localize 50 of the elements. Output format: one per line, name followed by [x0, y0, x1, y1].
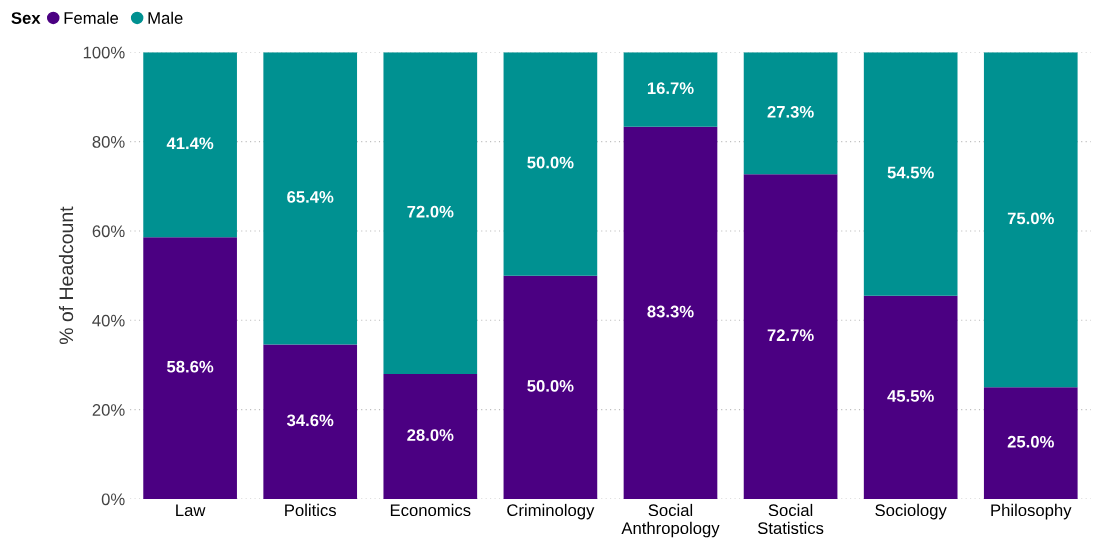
y-tick-label: 100% — [83, 46, 125, 59]
x-tick-label: Sociology — [875, 503, 947, 520]
x-tick-label: Social Statistics — [758, 503, 824, 535]
data-label: 16.7% — [647, 82, 694, 95]
x-tick-label: Law — [176, 504, 206, 517]
x-tick-label: Criminology — [507, 503, 595, 520]
bar — [143, 52, 237, 238]
bar — [743, 52, 838, 175]
bar — [743, 174, 838, 500]
y-tick-label: 40% — [92, 314, 125, 327]
bar — [863, 52, 958, 296]
legend-label: Male — [148, 11, 183, 24]
data-label: 28.0% — [407, 429, 454, 441]
bar — [503, 275, 598, 500]
x-tick-label: Economics — [390, 503, 471, 517]
bar — [983, 387, 1078, 500]
data-label: 72.0% — [407, 205, 454, 218]
y-tick-label: 80% — [92, 136, 125, 148]
data-label: 65.4% — [287, 191, 334, 203]
data-label: 83.3% — [647, 305, 694, 318]
y-tick-label: 20% — [92, 404, 125, 416]
data-label: 50.0% — [527, 156, 574, 169]
bar — [503, 52, 598, 276]
legend-title: Sex — [11, 12, 41, 24]
legend-label: Female — [64, 11, 119, 24]
bar — [623, 52, 718, 127]
bar — [263, 52, 358, 345]
data-label: 34.6% — [286, 414, 334, 427]
y-axis-title: % of Headcount — [58, 206, 74, 345]
x-tick-label: Politics — [285, 503, 336, 517]
data-label: 45.5% — [887, 390, 934, 402]
data-label: 50.0% — [527, 380, 574, 392]
bar — [143, 237, 237, 500]
bar — [383, 373, 478, 500]
data-label: 27.3% — [767, 105, 814, 118]
bar — [383, 52, 478, 374]
bar — [863, 295, 958, 500]
y-tick-label: 60% — [92, 225, 125, 238]
bar — [623, 126, 718, 500]
data-label: 58.6% — [167, 360, 214, 373]
data-label: 25.0% — [1007, 435, 1054, 448]
x-tick-label: Social Anthropology — [621, 503, 720, 538]
x-tick-label: Philosophy — [991, 503, 1072, 520]
data-label: 75.0% — [1007, 212, 1054, 225]
data-label: 54.5% — [887, 166, 934, 179]
bar — [263, 344, 358, 500]
y-tick-label: 0% — [101, 493, 125, 506]
bar — [983, 52, 1078, 388]
data-label: 41.4% — [166, 137, 214, 150]
data-label: 72.7% — [767, 329, 814, 342]
